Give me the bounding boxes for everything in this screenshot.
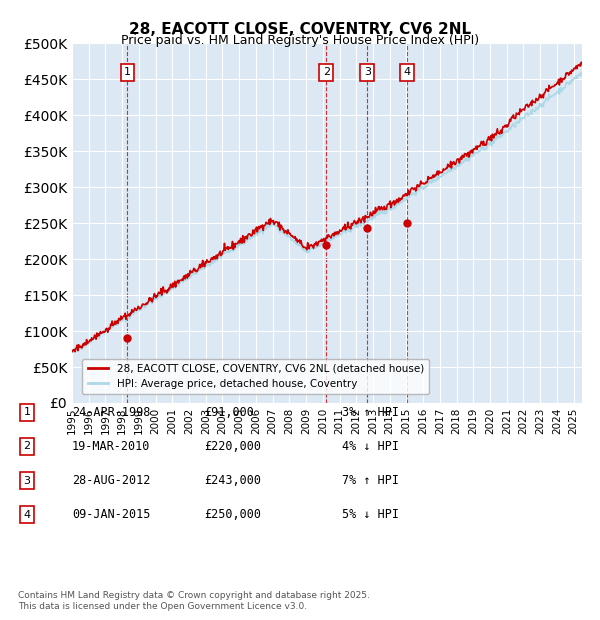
Text: 1: 1 — [124, 67, 131, 77]
Text: 4% ↓ HPI: 4% ↓ HPI — [342, 440, 399, 453]
Text: 2: 2 — [323, 67, 330, 77]
Text: £220,000: £220,000 — [204, 440, 261, 453]
Text: 28, EACOTT CLOSE, COVENTRY, CV6 2NL: 28, EACOTT CLOSE, COVENTRY, CV6 2NL — [129, 22, 471, 37]
Text: £243,000: £243,000 — [204, 474, 261, 487]
Text: £91,000: £91,000 — [204, 406, 254, 419]
Text: 1: 1 — [23, 407, 31, 417]
Text: Contains HM Land Registry data © Crown copyright and database right 2025.
This d: Contains HM Land Registry data © Crown c… — [18, 591, 370, 611]
Text: 4: 4 — [23, 510, 31, 520]
Text: 28-AUG-2012: 28-AUG-2012 — [72, 474, 151, 487]
Text: 4: 4 — [403, 67, 410, 77]
Text: £250,000: £250,000 — [204, 508, 261, 521]
Text: Price paid vs. HM Land Registry's House Price Index (HPI): Price paid vs. HM Land Registry's House … — [121, 34, 479, 47]
Text: 2: 2 — [23, 441, 31, 451]
Text: 19-MAR-2010: 19-MAR-2010 — [72, 440, 151, 453]
Text: 3: 3 — [23, 476, 31, 485]
Text: 3: 3 — [364, 67, 371, 77]
Text: 09-JAN-2015: 09-JAN-2015 — [72, 508, 151, 521]
Legend: 28, EACOTT CLOSE, COVENTRY, CV6 2NL (detached house), HPI: Average price, detach: 28, EACOTT CLOSE, COVENTRY, CV6 2NL (det… — [82, 358, 429, 394]
Text: 3% ↑ HPI: 3% ↑ HPI — [342, 406, 399, 419]
Text: 7% ↑ HPI: 7% ↑ HPI — [342, 474, 399, 487]
Text: 24-APR-1998: 24-APR-1998 — [72, 406, 151, 419]
Text: 5% ↓ HPI: 5% ↓ HPI — [342, 508, 399, 521]
